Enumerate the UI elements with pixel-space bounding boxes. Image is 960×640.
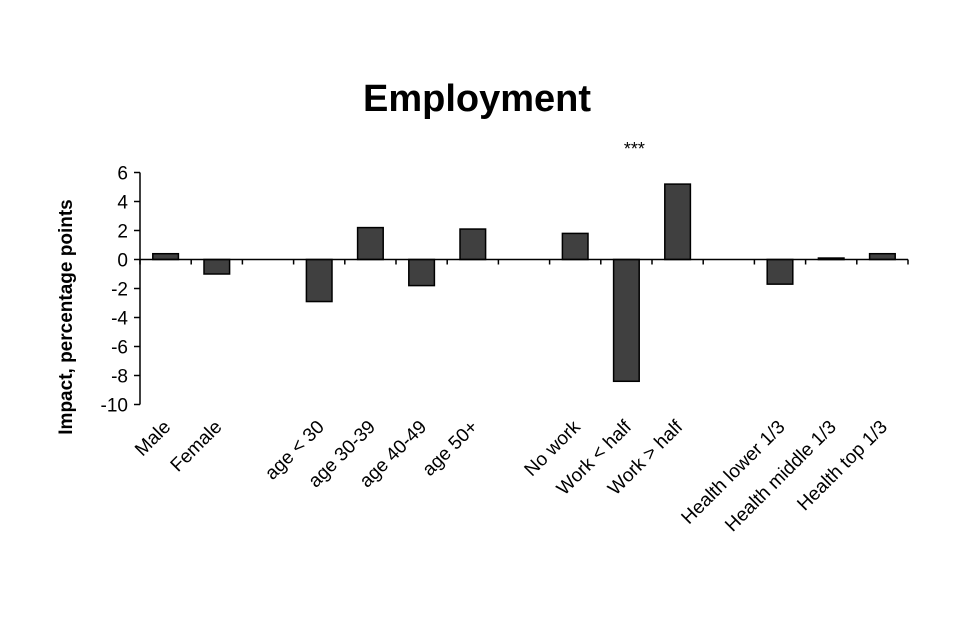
- bar: [356, 226, 384, 261]
- y-tick-label: -6: [111, 338, 128, 359]
- y-axis-label: Impact, percentage points: [56, 199, 77, 434]
- chart-title: Employment: [363, 78, 591, 120]
- y-tick-label: 0: [117, 251, 128, 272]
- bar: [203, 258, 231, 275]
- y-tick-label: -4: [111, 309, 128, 330]
- y-tick-label: -10: [101, 396, 128, 417]
- bar: [868, 252, 896, 261]
- category-label: Female: [167, 417, 227, 477]
- bar: [152, 252, 180, 261]
- bar: [612, 258, 640, 383]
- y-tick-label: -2: [111, 280, 128, 301]
- bar: [766, 258, 794, 285]
- bar: [561, 232, 589, 261]
- y-tick-label: 2: [117, 222, 128, 243]
- y-tick-label: 4: [117, 193, 128, 214]
- bar: [305, 258, 333, 303]
- bar: [408, 258, 436, 287]
- y-tick-label: -8: [111, 367, 128, 388]
- bar: [664, 183, 692, 261]
- y-tick-label: 6: [117, 164, 128, 185]
- category-label: Male: [131, 417, 175, 461]
- bar: [459, 228, 487, 261]
- category-label: Health top 1/3: [793, 417, 892, 516]
- category-label: age 50+: [419, 417, 483, 481]
- significance-annotation: ***: [624, 139, 645, 159]
